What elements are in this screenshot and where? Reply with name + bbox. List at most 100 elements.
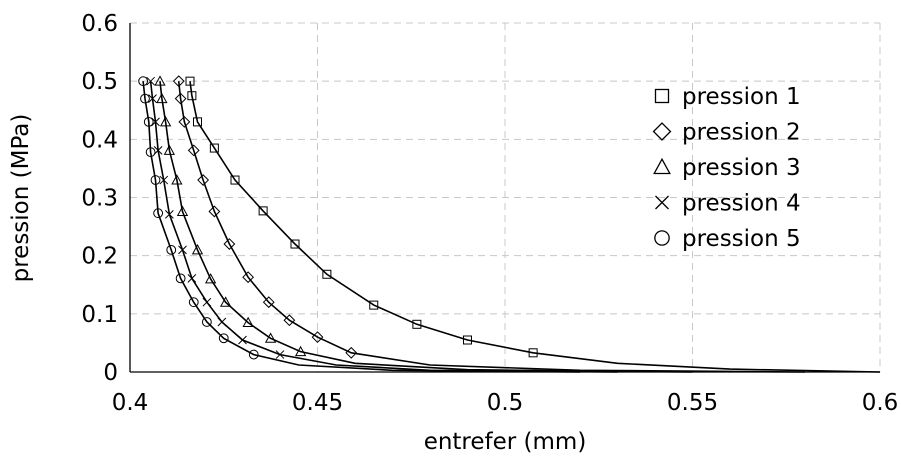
y-tick-label: 0.4: [81, 127, 118, 153]
data-point: [322, 269, 332, 279]
series-line: [177, 81, 806, 373]
data-point: [178, 115, 191, 128]
data-point: [248, 349, 259, 360]
data-point: [230, 175, 240, 185]
legend-item: pression 3: [653, 155, 801, 181]
data-point: [209, 143, 219, 153]
data-point: [175, 273, 186, 284]
tick-labels: 0 0.1 0.2 0.3 0.4 0.5 0.6 0.4 0.45 0.5 0.55 0.6: [81, 11, 898, 416]
series-2: [172, 75, 806, 373]
data-point: [201, 317, 212, 327]
data-point: [163, 144, 176, 155]
data-point: [294, 345, 307, 357]
legend-label: pression 3: [682, 155, 801, 181]
data-point: [208, 205, 221, 218]
data-point: [311, 331, 324, 344]
grid: [130, 22, 881, 372]
legend-marker: [655, 195, 669, 210]
y-tick-label: 0: [103, 360, 118, 386]
series-1: [185, 76, 881, 373]
data-point: [204, 273, 217, 284]
data-point: [219, 296, 232, 307]
data-point: [238, 335, 247, 345]
data-point: [146, 76, 155, 86]
data-point: [275, 350, 285, 359]
legend-marker: [652, 122, 672, 141]
legend-label: pression 5: [682, 226, 801, 252]
legend: pression 1 pression 2 pression 3 pression 4…: [652, 84, 801, 252]
y-tick-label: 0.6: [81, 11, 118, 37]
data-point: [165, 210, 174, 219]
y-axis-label: pression (MPa): [8, 114, 34, 283]
x-tick-label: 0.6: [862, 390, 899, 416]
data-point: [140, 93, 150, 104]
data-point: [145, 147, 156, 158]
plot-series: [138, 75, 881, 373]
legend-label: pression 4: [682, 191, 801, 217]
data-point: [369, 300, 379, 310]
data-point: [187, 144, 200, 157]
data-point: [153, 208, 164, 219]
data-point: [262, 296, 275, 309]
series-line: [189, 81, 881, 373]
data-point: [187, 273, 197, 283]
x-tick-label: 0.4: [112, 390, 149, 416]
data-point: [290, 239, 300, 249]
legend-item: pression 5: [654, 226, 801, 252]
x-tick-label: 0.5: [487, 390, 524, 416]
data-point: [156, 92, 168, 104]
data-point: [223, 238, 236, 250]
data-point: [187, 91, 197, 101]
data-point: [217, 317, 227, 327]
data-point: [138, 76, 149, 87]
data-point: [174, 92, 187, 105]
data-point: [176, 205, 189, 216]
data-point: [283, 314, 296, 327]
data-point: [185, 76, 195, 86]
legend-item: pression 1: [654, 84, 801, 110]
series-4: [146, 76, 618, 373]
series-3: [154, 75, 693, 373]
data-point: [159, 175, 169, 185]
data-point: [197, 174, 210, 186]
x-tick-label: 0.45: [292, 390, 343, 416]
data-point: [171, 174, 183, 185]
data-point: [258, 206, 268, 216]
data-point: [143, 116, 154, 127]
series-5: [138, 76, 581, 373]
data-point: [202, 297, 212, 307]
legend-marker: [654, 230, 670, 246]
data-point: [193, 117, 202, 127]
y-tick-label: 0.5: [81, 69, 118, 95]
series-line: [159, 81, 693, 373]
data-point: [345, 346, 358, 359]
series-line: [142, 81, 581, 373]
legend-label: pression 1: [682, 84, 801, 110]
data-point: [188, 297, 199, 308]
legend-marker: [653, 157, 671, 175]
data-point: [191, 244, 204, 255]
data-point: [178, 245, 187, 255]
data-point: [264, 332, 277, 343]
legend-marker: [654, 88, 670, 104]
y-tick-label: 0.3: [81, 186, 118, 212]
data-point: [148, 94, 157, 103]
data-point: [528, 348, 538, 358]
data-point: [242, 271, 255, 284]
data-point: [242, 316, 254, 328]
x-tick-label: 0.55: [667, 390, 718, 416]
legend-label: pression 2: [682, 120, 801, 146]
data-point: [172, 75, 185, 88]
y-tick-label: 0.1: [81, 302, 118, 328]
data-point: [412, 319, 422, 329]
data-point: [154, 75, 166, 86]
data-point: [218, 333, 229, 344]
y-tick-label: 0.2: [81, 244, 118, 270]
x-axis-label: entrefer (mm): [424, 429, 587, 455]
data-point: [153, 146, 163, 155]
data-point: [463, 335, 472, 345]
data-point: [166, 244, 177, 255]
data-point: [150, 175, 161, 185]
legend-item: pression 4: [655, 191, 801, 217]
